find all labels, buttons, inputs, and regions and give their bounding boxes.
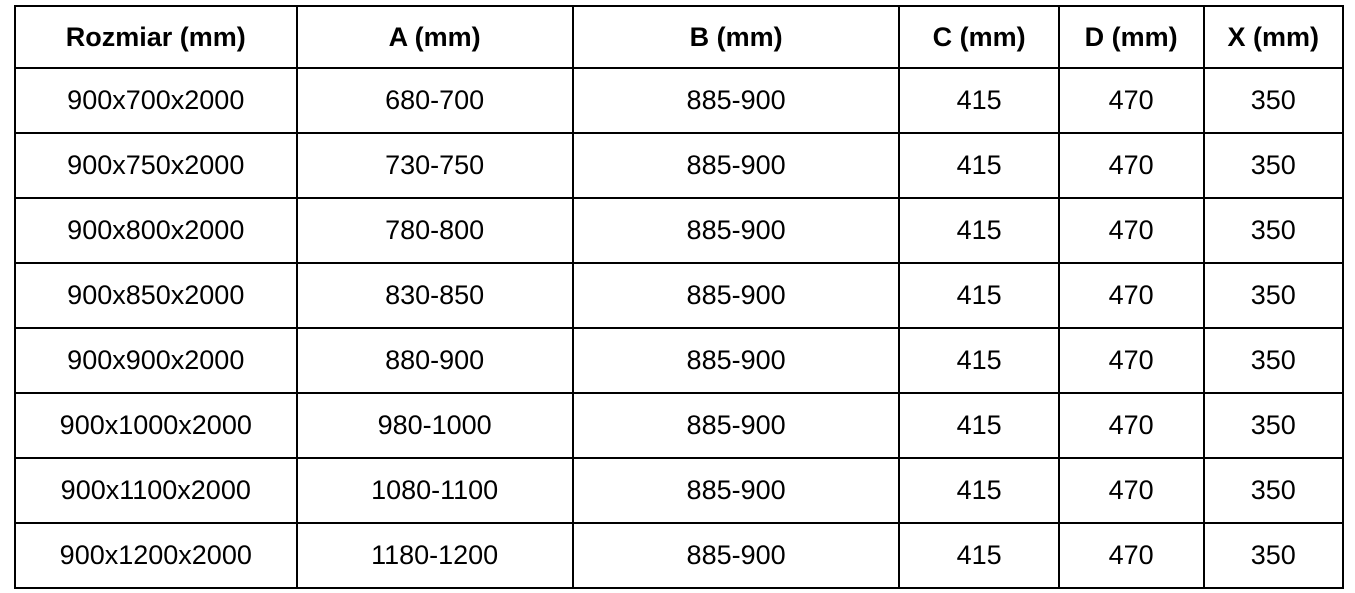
table-cell: 470 [1057, 67, 1205, 134]
table-cell: 900x900x2000 [14, 327, 298, 394]
table-row: 900x1000x2000 980-1000 885-900 415 470 350 [14, 392, 1345, 459]
table-row: 900x850x2000 830-850 885-900 415 470 350 [14, 262, 1345, 329]
table-cell: 980-1000 [295, 392, 574, 459]
column-header-4: D (mm) [1057, 5, 1205, 69]
table-row: 900x750x2000 730-750 885-900 415 470 350 [14, 132, 1345, 199]
table-cell: 1180-1200 [295, 522, 574, 589]
table-cell: 350 [1202, 132, 1345, 199]
table-cell: 415 [898, 67, 1060, 134]
table-cell: 900x1100x2000 [14, 457, 298, 524]
table-cell: 680-700 [295, 67, 574, 134]
table-header-row: Rozmiar (mm) A (mm) B (mm) C (mm) D (mm) X (m… [14, 5, 1345, 69]
table-cell: 350 [1202, 67, 1345, 134]
table-row: 900x800x2000 780-800 885-900 415 470 350 [14, 197, 1345, 264]
table-cell: 885-900 [571, 522, 901, 589]
table-cell: 885-900 [571, 262, 901, 329]
table-cell: 470 [1057, 522, 1205, 589]
table-cell: 415 [898, 132, 1060, 199]
column-header-5: X (mm) [1202, 5, 1345, 69]
table-cell: 885-900 [571, 132, 901, 199]
table-cell: 470 [1057, 392, 1205, 459]
table-cell: 900x850x2000 [14, 262, 298, 329]
table-cell: 830-850 [295, 262, 574, 329]
table-cell: 780-800 [295, 197, 574, 264]
table-cell: 350 [1202, 197, 1345, 264]
table-row: 900x700x2000 680-700 885-900 415 470 350 [14, 67, 1345, 134]
column-header-1: A (mm) [295, 5, 574, 69]
table-cell: 350 [1202, 522, 1345, 589]
table-cell: 470 [1057, 197, 1205, 264]
size-dimensions-table: Rozmiar (mm) A (mm) B (mm) C (mm) D (mm) X (m… [14, 5, 1345, 589]
table-cell: 415 [898, 522, 1060, 589]
table-row: 900x1100x2000 1080-1100 885-900 415 470 350 [14, 457, 1345, 524]
table-cell: 350 [1202, 262, 1345, 329]
table-row: 900x1200x2000 1180-1200 885-900 415 470 350 [14, 522, 1345, 589]
table-cell: 900x1200x2000 [14, 522, 298, 589]
table-cell: 415 [898, 327, 1060, 394]
table-cell: 350 [1202, 327, 1345, 394]
table-cell: 415 [898, 392, 1060, 459]
table-cell: 415 [898, 262, 1060, 329]
table-cell: 350 [1202, 392, 1345, 459]
table-cell: 470 [1057, 457, 1205, 524]
table-cell: 885-900 [571, 392, 901, 459]
table-cell: 470 [1057, 327, 1205, 394]
table-cell: 885-900 [571, 327, 901, 394]
column-header-3: C (mm) [898, 5, 1060, 69]
column-header-2: B (mm) [571, 5, 901, 69]
table-cell: 885-900 [571, 197, 901, 264]
table-cell: 470 [1057, 262, 1205, 329]
table-cell: 470 [1057, 132, 1205, 199]
table-cell: 415 [898, 457, 1060, 524]
table-cell: 885-900 [571, 457, 901, 524]
table-cell: 415 [898, 197, 1060, 264]
table-cell: 885-900 [571, 67, 901, 134]
table-cell: 900x1000x2000 [14, 392, 298, 459]
table-body: 900x700x2000 680-700 885-900 415 470 350 900x7… [14, 67, 1345, 589]
table-cell: 880-900 [295, 327, 574, 394]
table-row: 900x900x2000 880-900 885-900 415 470 350 [14, 327, 1345, 394]
table-cell: 1080-1100 [295, 457, 574, 524]
table-cell: 900x750x2000 [14, 132, 298, 199]
table-cell: 900x800x2000 [14, 197, 298, 264]
column-header-0: Rozmiar (mm) [14, 5, 298, 69]
table-cell: 350 [1202, 457, 1345, 524]
table-cell: 730-750 [295, 132, 574, 199]
table-cell: 900x700x2000 [14, 67, 298, 134]
